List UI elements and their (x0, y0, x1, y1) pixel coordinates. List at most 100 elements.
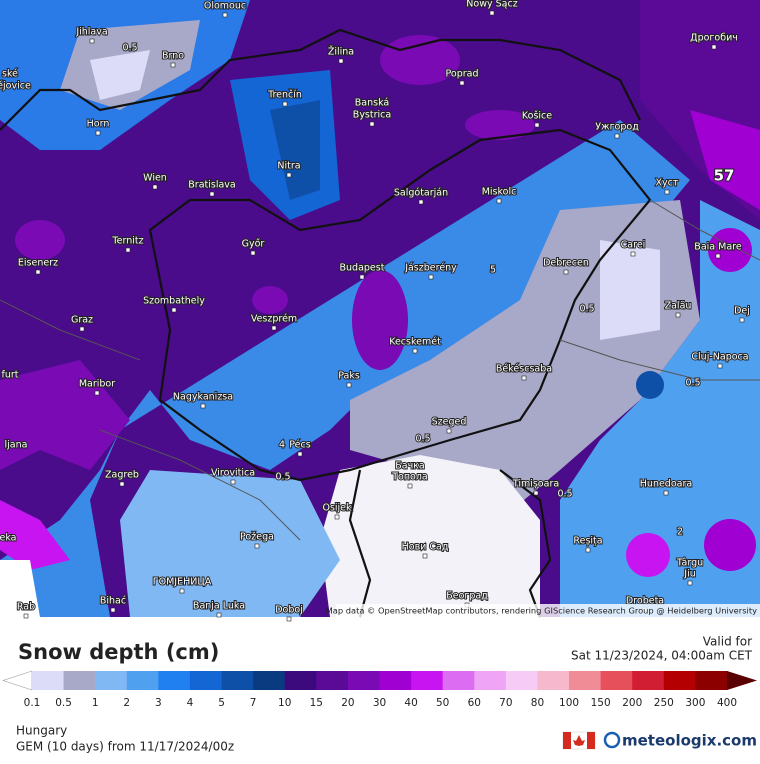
city-marker (711, 44, 717, 50)
city-marker (346, 382, 352, 388)
place-label: 0.5 (579, 304, 594, 315)
color-legend: 0.1 0.5 1 2 3 4 5 7 10 15 20 30 40 50 60 70 80 100 150 200 2… (2, 670, 757, 709)
legend-tick-label: 0.5 (55, 697, 72, 709)
legend-swatch (411, 671, 444, 690)
city-marker (79, 326, 85, 332)
place-label: Ternitz (111, 236, 143, 247)
place-label: 0.5 (122, 43, 137, 54)
place-label: Baia Mare (694, 242, 742, 253)
city-marker (222, 12, 228, 18)
brand: meteologix.com (622, 732, 757, 750)
legend-swatch (63, 671, 96, 690)
legend-swatch (379, 671, 412, 690)
place-label: Wien (143, 173, 167, 184)
place-label: Pécs (289, 440, 310, 451)
legend-tick-label: 15 (310, 697, 323, 709)
place-label: eka (0, 533, 17, 544)
attribution-bg (336, 604, 760, 617)
city-marker (663, 490, 669, 496)
city-marker (359, 274, 365, 280)
legend-swatch (505, 671, 538, 690)
city-marker (496, 198, 502, 204)
place-label: Békéscsaba (496, 364, 552, 375)
city-marker (110, 607, 116, 613)
borders (0, 28, 652, 618)
legend-swatch (632, 671, 665, 690)
legend-swatch (189, 671, 223, 690)
snow-field (0, 0, 760, 617)
city-marker (179, 588, 185, 594)
legend-swatch (221, 671, 254, 690)
place-label: Salgótarján (394, 188, 448, 199)
city-marker (446, 428, 452, 434)
city-marker (125, 247, 131, 253)
place-label: 0.5 (557, 489, 572, 500)
place-label: Graz (71, 315, 93, 326)
place-label: Győr (242, 239, 265, 250)
place-label: Cluj-Napoca (691, 352, 748, 363)
place-label: ské (2, 69, 18, 80)
place-label: Banská (355, 98, 389, 109)
city-marker (254, 543, 260, 549)
city-marker (230, 479, 236, 485)
legend-swatch (347, 671, 380, 690)
place-label: Požega (240, 532, 274, 543)
place-label: Carei (621, 240, 646, 251)
city-marker (422, 553, 428, 559)
legend-tick-label: 100 (559, 697, 579, 709)
legend-swatch (95, 671, 128, 690)
legend-tick-label: 7 (250, 697, 257, 709)
legend-tick-label: 70 (499, 697, 512, 709)
legend-tick-label: 3 (155, 697, 162, 709)
city-marker (687, 580, 693, 586)
legend-swatch (158, 671, 191, 690)
city-marker (614, 133, 620, 139)
place-label: 0.5 (685, 378, 700, 389)
place-label: Trenčín (267, 90, 302, 101)
place-label: Timișoara (512, 479, 559, 490)
city-marker (170, 62, 176, 68)
legend-tick-label: 30 (373, 697, 386, 709)
place-label: Bystrica (353, 110, 391, 121)
place-label: Хуст (656, 178, 679, 189)
place-label: ljana (5, 440, 28, 451)
city-marker (412, 348, 418, 354)
city-marker (94, 390, 100, 396)
city-marker (216, 612, 222, 618)
legend-tick-label: 40 (404, 697, 417, 709)
city-marker (630, 251, 636, 257)
place-label: Eisenerz (18, 258, 58, 269)
place-labels: Olomouc Nowy Sącz Дрогобич Jihlava 0.5 Brno Ži… (0, 0, 751, 622)
city-marker (715, 253, 721, 259)
legend-tick-label: 250 (654, 697, 674, 709)
place-label: Doboj (275, 605, 303, 616)
place-label: ějovice (0, 81, 31, 92)
legend-swatch (600, 671, 633, 690)
place-label: Nitra (277, 161, 300, 172)
place-label: Топола (391, 472, 428, 483)
place-label: ГОМЈЕНИЦА (153, 577, 212, 588)
city-marker (282, 101, 288, 107)
city-marker (533, 490, 539, 496)
place-label: Bratislava (188, 180, 235, 191)
city-marker (250, 250, 256, 256)
legend-swatch (284, 671, 317, 690)
legend-arrow-low (2, 670, 33, 691)
place-label: Virovitica (211, 468, 255, 479)
valid-time: Sat 11/23/2024, 04:00am CET (571, 649, 753, 663)
city-marker (459, 80, 465, 86)
legend-swatch (442, 671, 475, 690)
city-marker (664, 189, 670, 195)
admin-lines (0, 199, 760, 541)
place-label: 0.5 (415, 434, 430, 445)
valid-label: Valid for (703, 635, 752, 649)
city-marker (119, 481, 125, 487)
place-label: Nowy Sącz (466, 0, 517, 10)
place-label: Jászberény (404, 263, 457, 274)
legend-swatch (474, 671, 507, 690)
place-label: Târgu (676, 558, 703, 569)
place-label: Jiu (683, 569, 695, 580)
place-label: Kecskemét (389, 337, 441, 348)
place-label: Dej (734, 306, 750, 317)
